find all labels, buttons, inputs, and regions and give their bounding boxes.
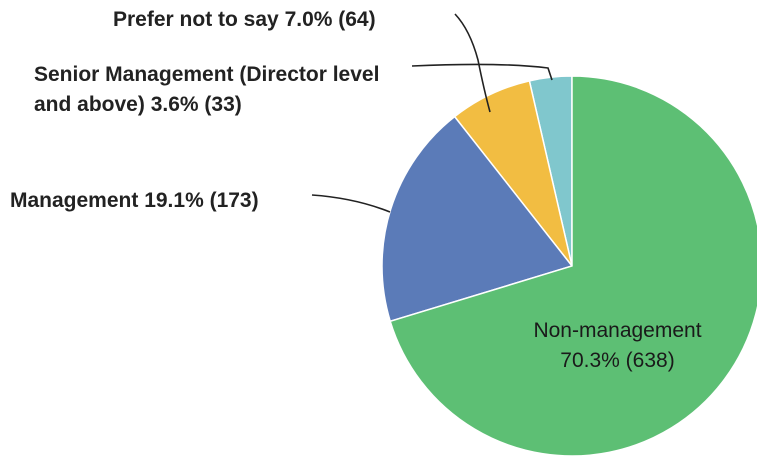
category-label: Non-management: [533, 319, 702, 342]
pie-slice: [381, 115, 574, 323]
slice-label: Prefer not to say 7.0% (64): [113, 5, 453, 35]
category-label: Prefer not to say: [113, 8, 279, 31]
slice-label: Senior Management (Director level and ab…: [34, 60, 404, 120]
slice-label: Management 19.1% (173): [10, 186, 330, 216]
category-label: Senior Management (Director level and ab…: [34, 63, 380, 116]
leader-line: [454, 13, 491, 113]
slice-label: Non-management 70.3% (638): [505, 316, 730, 376]
leader-line: [411, 63, 553, 81]
leader-line: [311, 194, 391, 213]
value-label: 19.1% (173): [144, 189, 259, 212]
category-label: Management: [10, 189, 139, 212]
value-label: 7.0% (64): [284, 8, 376, 31]
pie-slice: [389, 75, 757, 457]
value-label: 3.6% (33): [150, 93, 242, 116]
value-label: 70.3% (638): [560, 349, 675, 372]
